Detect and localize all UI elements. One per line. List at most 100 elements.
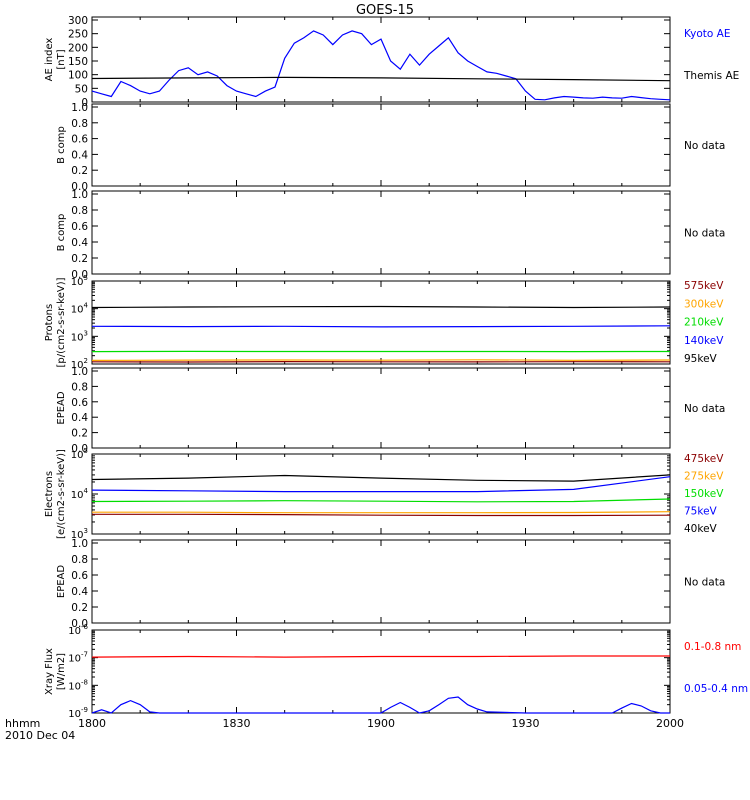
series-line-275keV — [92, 511, 671, 514]
panel-epead2: 0.0 0.2 0.4 0.6 0.8 1.0 EPEAD No data — [56, 538, 725, 630]
y-tick-label: 10-7 — [68, 651, 88, 665]
panel-b2: 0.0 0.2 0.4 0.6 0.8 1.0 B comp No data — [56, 189, 725, 281]
panel-epead1: 0.0 0.2 0.4 0.6 0.8 1.0 EPEAD No data — [56, 366, 725, 455]
series-line-300keV — [91, 359, 671, 361]
y-tick-label: 0.6 — [71, 134, 88, 146]
series-line-0-1-0-8-nm — [91, 655, 670, 658]
panel-xray: 10-9 10-8 10-7 10-6 Xray Flux [W/m2] 0.1-0.8 n… — [44, 623, 748, 720]
legend-label: 0.05-0.4 nm — [684, 683, 748, 695]
legend-label: 0.1-0.8 nm — [684, 641, 741, 653]
series-line-140keV — [91, 325, 671, 328]
x-tick-label: 1800 — [78, 717, 106, 730]
y-tick-label: 50 — [75, 83, 88, 95]
legend-label: Kyoto AE — [684, 28, 730, 40]
panel-electrons: 103 104 105 Electrons [e/(cm2-s-sr-keV)] 475k… — [44, 447, 724, 541]
y-tick-label: 0.6 — [71, 397, 88, 409]
y-axis-label: EPEAD — [56, 565, 67, 599]
y-tick-label: 104 — [71, 487, 89, 501]
y-tick-label: 0.4 — [71, 586, 88, 598]
y-axis-label: [W/m2] — [56, 653, 67, 690]
y-tick-label: 10-8 — [68, 678, 88, 692]
x-tick-label: 1930 — [512, 717, 540, 730]
y-tick-label: 0.8 — [71, 118, 88, 130]
y-tick-label: 105 — [71, 274, 88, 288]
legend-label: 475keV — [684, 453, 724, 465]
y-tick-label: 102 — [71, 357, 88, 371]
panel-frame — [91, 367, 671, 449]
y-axis-label: B comp — [56, 126, 67, 164]
legend-label: Themis AE — [683, 70, 739, 82]
date-label: 2010 Dec 04 — [5, 729, 75, 742]
legend-label: 150keV — [684, 488, 724, 500]
no-data-label: No data — [684, 140, 725, 152]
y-tick-label: 1.0 — [71, 102, 88, 114]
series-line-150keV — [91, 498, 671, 503]
y-tick-label: 0.6 — [71, 570, 88, 582]
y-tick-label: 0.4 — [71, 237, 88, 249]
y-tick-label: 1.0 — [71, 366, 88, 378]
y-tick-label: 100 — [68, 70, 88, 82]
y-tick-label: 0 — [81, 97, 88, 109]
series-line-475keV — [92, 513, 671, 517]
x-tick-label: 2000 — [656, 717, 684, 730]
y-tick-label: 0.8 — [71, 381, 88, 393]
y-tick-label: 0.4 — [71, 412, 88, 424]
y-tick-label: 103 — [71, 527, 88, 541]
panel-b1: 0.0 0.2 0.4 0.6 0.8 1.0 B comp No data — [56, 102, 725, 193]
y-tick-label: 200 — [68, 42, 88, 54]
y-tick-label: 0.2 — [71, 602, 88, 614]
y-tick-label: 0.8 — [71, 554, 88, 566]
legend-label: 95keV — [684, 353, 718, 365]
y-axis-label: [nT] — [56, 49, 67, 69]
legend-label: 575keV — [684, 280, 724, 292]
y-axis-label: EPEAD — [56, 391, 67, 425]
legend-label: 210keV — [684, 317, 724, 329]
panel-frame — [91, 539, 671, 624]
legend-label: 40keV — [684, 523, 718, 535]
y-tick-label: 0.8 — [71, 205, 88, 217]
series-line-75keV — [91, 476, 671, 493]
x-tick-label: 1900 — [367, 717, 395, 730]
plot-title: GOES-15 — [356, 3, 414, 18]
series-line-0-05-0-4-nm — [91, 696, 670, 714]
y-axis-label: Xray Flux — [44, 648, 55, 695]
y-tick-label: 10-6 — [68, 623, 88, 637]
series-line-40keV — [91, 474, 671, 482]
y-tick-label: 104 — [71, 302, 89, 316]
legend-label: 140keV — [684, 335, 724, 347]
y-tick-label: 0.4 — [71, 149, 88, 161]
y-tick-label: 105 — [71, 447, 88, 461]
y-tick-label: 0.2 — [71, 253, 88, 265]
y-tick-label: 0.0 — [71, 443, 88, 455]
y-tick-label: 150 — [68, 56, 88, 68]
y-tick-label: 0.0 — [71, 269, 88, 281]
no-data-label: No data — [684, 403, 725, 415]
legend-label: 75keV — [684, 506, 718, 518]
y-tick-label: 0.0 — [71, 181, 88, 193]
y-axis-label: B comp — [56, 214, 67, 252]
y-axis-label: [p/(cm2-s-sr-keV)] — [56, 277, 67, 367]
x-tick-label: 1830 — [223, 717, 251, 730]
y-tick-label: 300 — [68, 15, 88, 27]
y-axis-label: Electrons — [44, 471, 55, 517]
series-line-Kyoto-AE — [91, 30, 671, 101]
panel-frame — [91, 103, 671, 187]
series-line-95keV — [91, 305, 671, 309]
y-tick-label: 0.2 — [71, 165, 88, 177]
panel-frame — [91, 16, 671, 103]
y-tick-label: 1.0 — [71, 189, 88, 201]
legend-label: 300keV — [684, 298, 724, 310]
y-tick-label: 10-9 — [68, 706, 88, 720]
y-tick-label: 103 — [71, 329, 88, 343]
panel-protons: 102 103 104 105 Protons [p/(cm2-s-sr-keV)] 575… — [44, 274, 724, 371]
no-data-label: No data — [684, 577, 725, 589]
panel-frame — [91, 190, 671, 275]
y-axis-label: AE index — [44, 38, 55, 82]
series-line-Themis-AE — [91, 76, 671, 82]
y-tick-label: 0.6 — [71, 221, 88, 233]
y-tick-label: 0.0 — [71, 618, 88, 630]
time-format-label: hhmm — [5, 717, 40, 730]
y-tick-label: 1.0 — [71, 538, 88, 550]
